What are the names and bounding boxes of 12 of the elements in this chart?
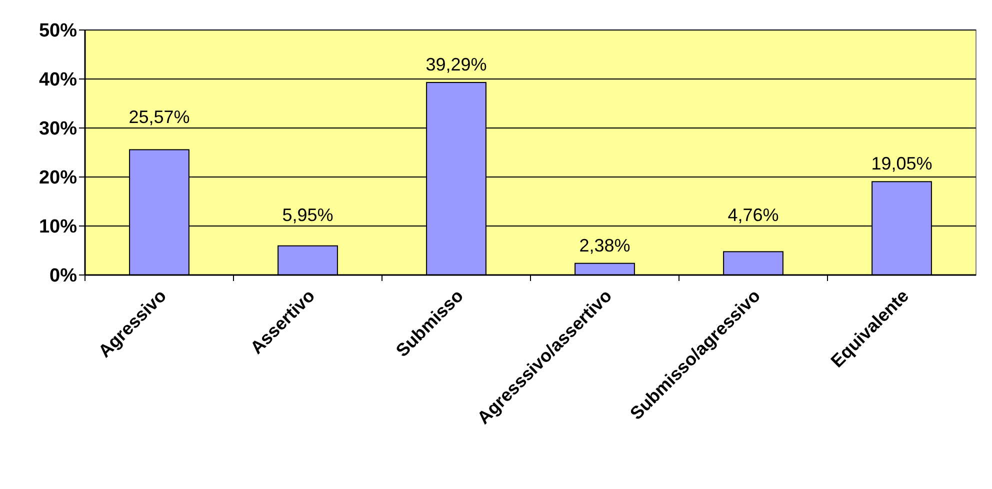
y-tick-label: 20%: [38, 168, 78, 189]
y-tick-label: 40%: [38, 70, 78, 91]
y-tick-label: 0%: [50, 266, 78, 287]
y-tick-label: 10%: [38, 216, 78, 238]
data-label: 25,57%: [128, 107, 190, 127]
y-tick-label: 50%: [38, 20, 78, 42]
y-tick-label: 30%: [38, 118, 78, 140]
data-label: 4,76%: [728, 205, 779, 225]
data-label: 5,95%: [282, 205, 334, 225]
data-label: 19,05%: [871, 154, 932, 174]
data-label: 39,29%: [426, 54, 487, 74]
data-label: 2,38%: [579, 235, 630, 256]
